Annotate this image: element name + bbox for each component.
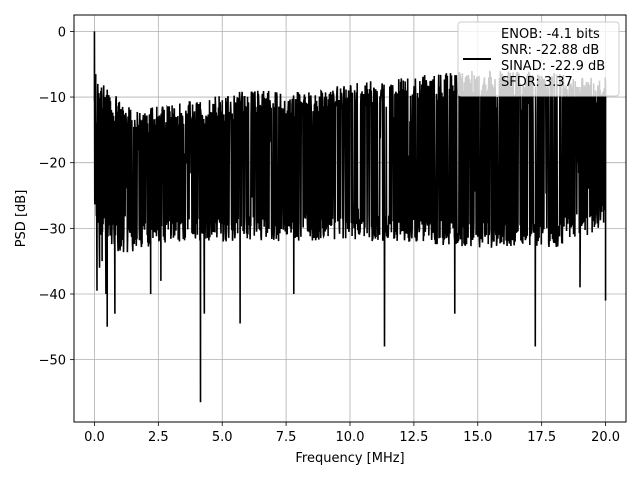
x-tick-label: 12.5 [399, 430, 428, 445]
y-tick-label: −30 [39, 222, 66, 237]
psd-series-line [93, 31, 607, 403]
x-tick-label: 20.0 [591, 430, 620, 445]
legend-enob: ENOB: -4.1 bits [501, 27, 600, 42]
legend-sinad: SINAD: -22.9 dB [501, 59, 605, 74]
x-tick-label: 2.5 [148, 430, 169, 445]
x-tick-label: 17.5 [527, 430, 556, 445]
x-tick-label: 0.0 [84, 430, 105, 445]
x-axis-label: Frequency [MHz] [295, 451, 404, 466]
x-tick-label: 5.0 [212, 430, 233, 445]
tick-layer: 0.0 2.5 5.0 7.5 10.0 12.5 15.0 17.5 20.0 0 −10 −20 −… [39, 25, 620, 445]
y-tick-label: −20 [39, 157, 66, 172]
legend: ENOB: -4.1 bits SNR: -22.88 dB SINAD: -2… [457, 21, 620, 97]
y-tick-label: 0 [58, 25, 66, 40]
y-tick-label: −50 [39, 354, 66, 369]
y-tick-label: −10 [39, 91, 66, 106]
y-axis-label: PSD [dB] [14, 190, 29, 248]
x-tick-label: 7.5 [276, 430, 297, 445]
legend-sfdr: SFDR: 3.37 [501, 75, 573, 90]
x-tick-label: 15.0 [463, 430, 492, 445]
series-layer [93, 31, 607, 403]
x-tick-label: 10.0 [336, 430, 365, 445]
y-tick-label: −40 [39, 288, 66, 303]
legend-box [457, 21, 620, 97]
legend-snr: SNR: -22.88 dB [501, 43, 599, 58]
